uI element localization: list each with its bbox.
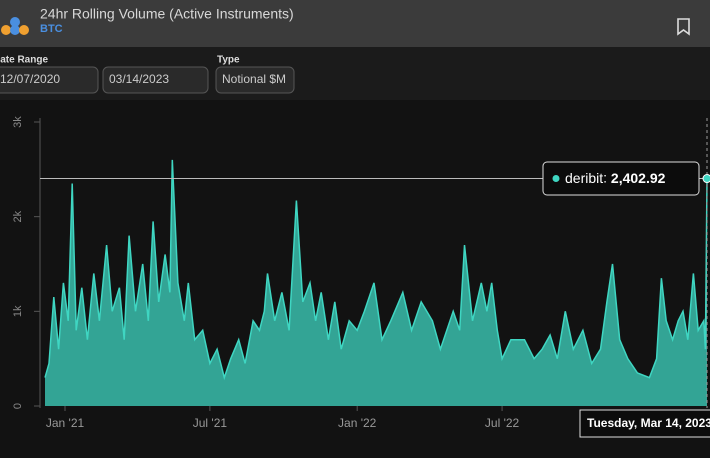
bookmark-icon[interactable]: [677, 18, 690, 36]
filter-label: Type: [217, 55, 240, 66]
x-tick-label: Jan '22: [338, 416, 377, 430]
logo: [1, 17, 29, 35]
y-tick-label: 0: [12, 403, 24, 409]
tooltip-box: [542, 161, 700, 196]
x-tick-label: Jul '21: [193, 416, 228, 430]
date-input-value: 03/14/2023: [109, 72, 169, 86]
tooltip-value: 2,402.92: [611, 170, 666, 186]
title: 24hr Rolling Volume (Active Instruments): [40, 6, 294, 22]
subtitle: BTC: [40, 23, 63, 35]
header-bar: [0, 0, 710, 47]
tooltip-series: deribit: [565, 170, 603, 186]
tooltip-text: deribit: 2,402.92: [565, 170, 666, 186]
type-select-value: Notional $M: [222, 72, 286, 86]
y-tick-label: 1k: [12, 305, 24, 317]
date-input[interactable]: [0, 66, 99, 94]
date-tooltip: Tuesday, Mar 14, 2023: [587, 416, 710, 430]
plot: 0 1k 2k 3k Jan '21 Jul '21 Jan '22 Jul '22 derib…: [12, 116, 710, 438]
date-tooltip-box: [579, 409, 710, 438]
y-tick-label: 2k: [12, 210, 24, 222]
x-tick-label: Jan '21: [46, 416, 85, 430]
date-input-value: 12/07/2020: [0, 72, 60, 86]
hover-point: [702, 174, 710, 184]
date-input[interactable]: [102, 66, 209, 94]
filter-label: Date Range: [0, 55, 48, 66]
tooltip-swatch: [552, 175, 560, 182]
x-tick-label: Jul '22: [485, 416, 520, 430]
type-select[interactable]: [215, 66, 295, 94]
y-tick-label: 3k: [12, 116, 24, 128]
line: [44, 159, 708, 381]
